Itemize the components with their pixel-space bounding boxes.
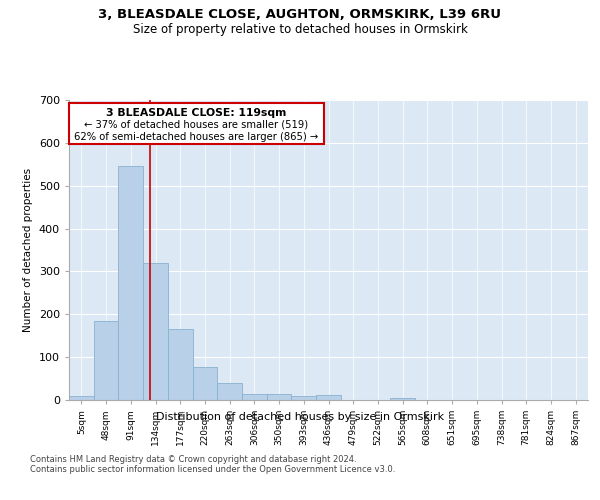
Bar — [118, 166, 143, 400]
Bar — [94, 320, 118, 400]
Text: 62% of semi-detached houses are larger (865) →: 62% of semi-detached houses are larger (… — [74, 132, 319, 142]
Text: Distribution of detached houses by size in Ormskirk: Distribution of detached houses by size … — [156, 412, 444, 422]
Bar — [69, 396, 94, 400]
Text: 3, BLEASDALE CLOSE, AUGHTON, ORMSKIRK, L39 6RU: 3, BLEASDALE CLOSE, AUGHTON, ORMSKIRK, L… — [98, 8, 502, 20]
Bar — [390, 398, 415, 400]
Bar — [143, 263, 168, 400]
FancyBboxPatch shape — [69, 104, 323, 144]
Text: ← 37% of detached houses are smaller (519): ← 37% of detached houses are smaller (51… — [84, 120, 308, 130]
Text: Contains HM Land Registry data © Crown copyright and database right 2024.
Contai: Contains HM Land Registry data © Crown c… — [30, 455, 395, 474]
Bar — [193, 366, 217, 400]
Text: Size of property relative to detached houses in Ormskirk: Size of property relative to detached ho… — [133, 22, 467, 36]
Y-axis label: Number of detached properties: Number of detached properties — [23, 168, 33, 332]
Text: 3 BLEASDALE CLOSE: 119sqm: 3 BLEASDALE CLOSE: 119sqm — [106, 108, 286, 118]
Bar — [316, 395, 341, 400]
Bar — [242, 394, 267, 400]
Bar — [168, 330, 193, 400]
Bar — [217, 383, 242, 400]
Bar — [292, 396, 316, 400]
Bar — [267, 394, 292, 400]
